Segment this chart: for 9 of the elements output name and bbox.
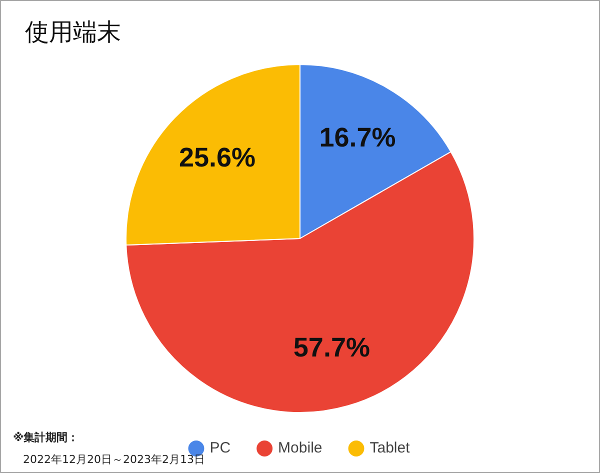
chart-title: 使用端末 bbox=[25, 18, 121, 47]
legend-label: PC bbox=[210, 440, 231, 457]
data-label: 57.7% bbox=[293, 332, 370, 362]
data-label: 16.7% bbox=[319, 122, 396, 153]
legend-label: Mobile bbox=[278, 440, 322, 457]
text: 2022年12月20日～2023年2月13日 bbox=[23, 453, 205, 466]
text: ※集計期間： bbox=[13, 431, 79, 444]
data-label: 25.6% bbox=[179, 142, 256, 172]
legend-label: Tablet bbox=[370, 440, 411, 457]
